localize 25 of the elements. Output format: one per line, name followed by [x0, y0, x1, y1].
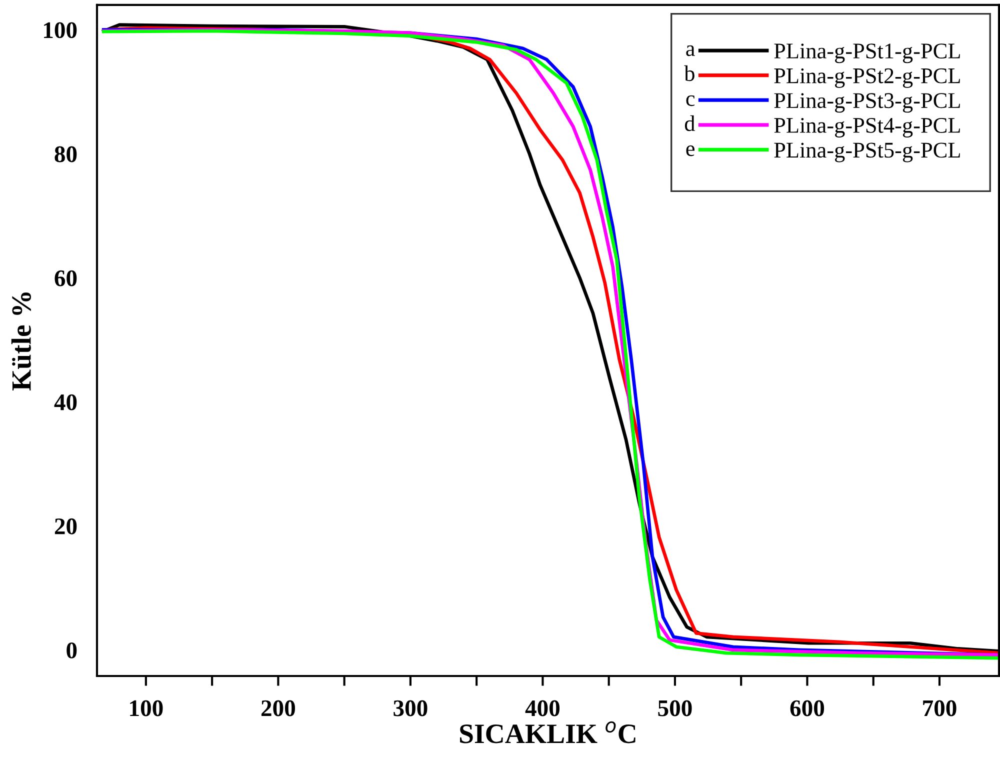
y-tick-label: 60	[54, 270, 77, 286]
legend-label: PLina-g-PSt3-g-PCL	[774, 93, 960, 113]
legend-label: PLina-g-PSt1-g-PCL	[774, 44, 960, 64]
y-axis-title: Kütle %	[11, 292, 32, 391]
x-tick-label: 100	[130, 700, 163, 716]
x-tick-label: 400	[525, 700, 560, 716]
x-tick-label: 700	[923, 700, 956, 716]
y-tick-label: 80	[54, 146, 77, 162]
annotation: c	[686, 95, 695, 106]
x-tick-label: 600	[790, 700, 824, 716]
legend-label: PLina-g-PSt5-g-PCL	[774, 142, 960, 162]
legend-label: PLina-g-PSt2-g-PCL	[774, 68, 960, 88]
x-tick-label: 200	[261, 700, 295, 716]
x-tick-label: 500	[658, 700, 692, 716]
annotation: e	[686, 145, 694, 156]
annotation: b	[684, 65, 694, 82]
annotation: a	[686, 45, 695, 56]
x-axis-title: SICAKLIK $^{o}$C	[460, 721, 636, 744]
y-tick-label: 100	[44, 22, 77, 38]
y-tick-label: 0	[66, 642, 77, 658]
legend-label: PLina-g-PSt4-g-PCL	[774, 118, 960, 138]
x-tick-label: 300	[394, 700, 428, 716]
annotation: d	[684, 115, 695, 132]
y-tick-label: 40	[54, 394, 77, 410]
y-tick-label: 20	[54, 518, 77, 534]
